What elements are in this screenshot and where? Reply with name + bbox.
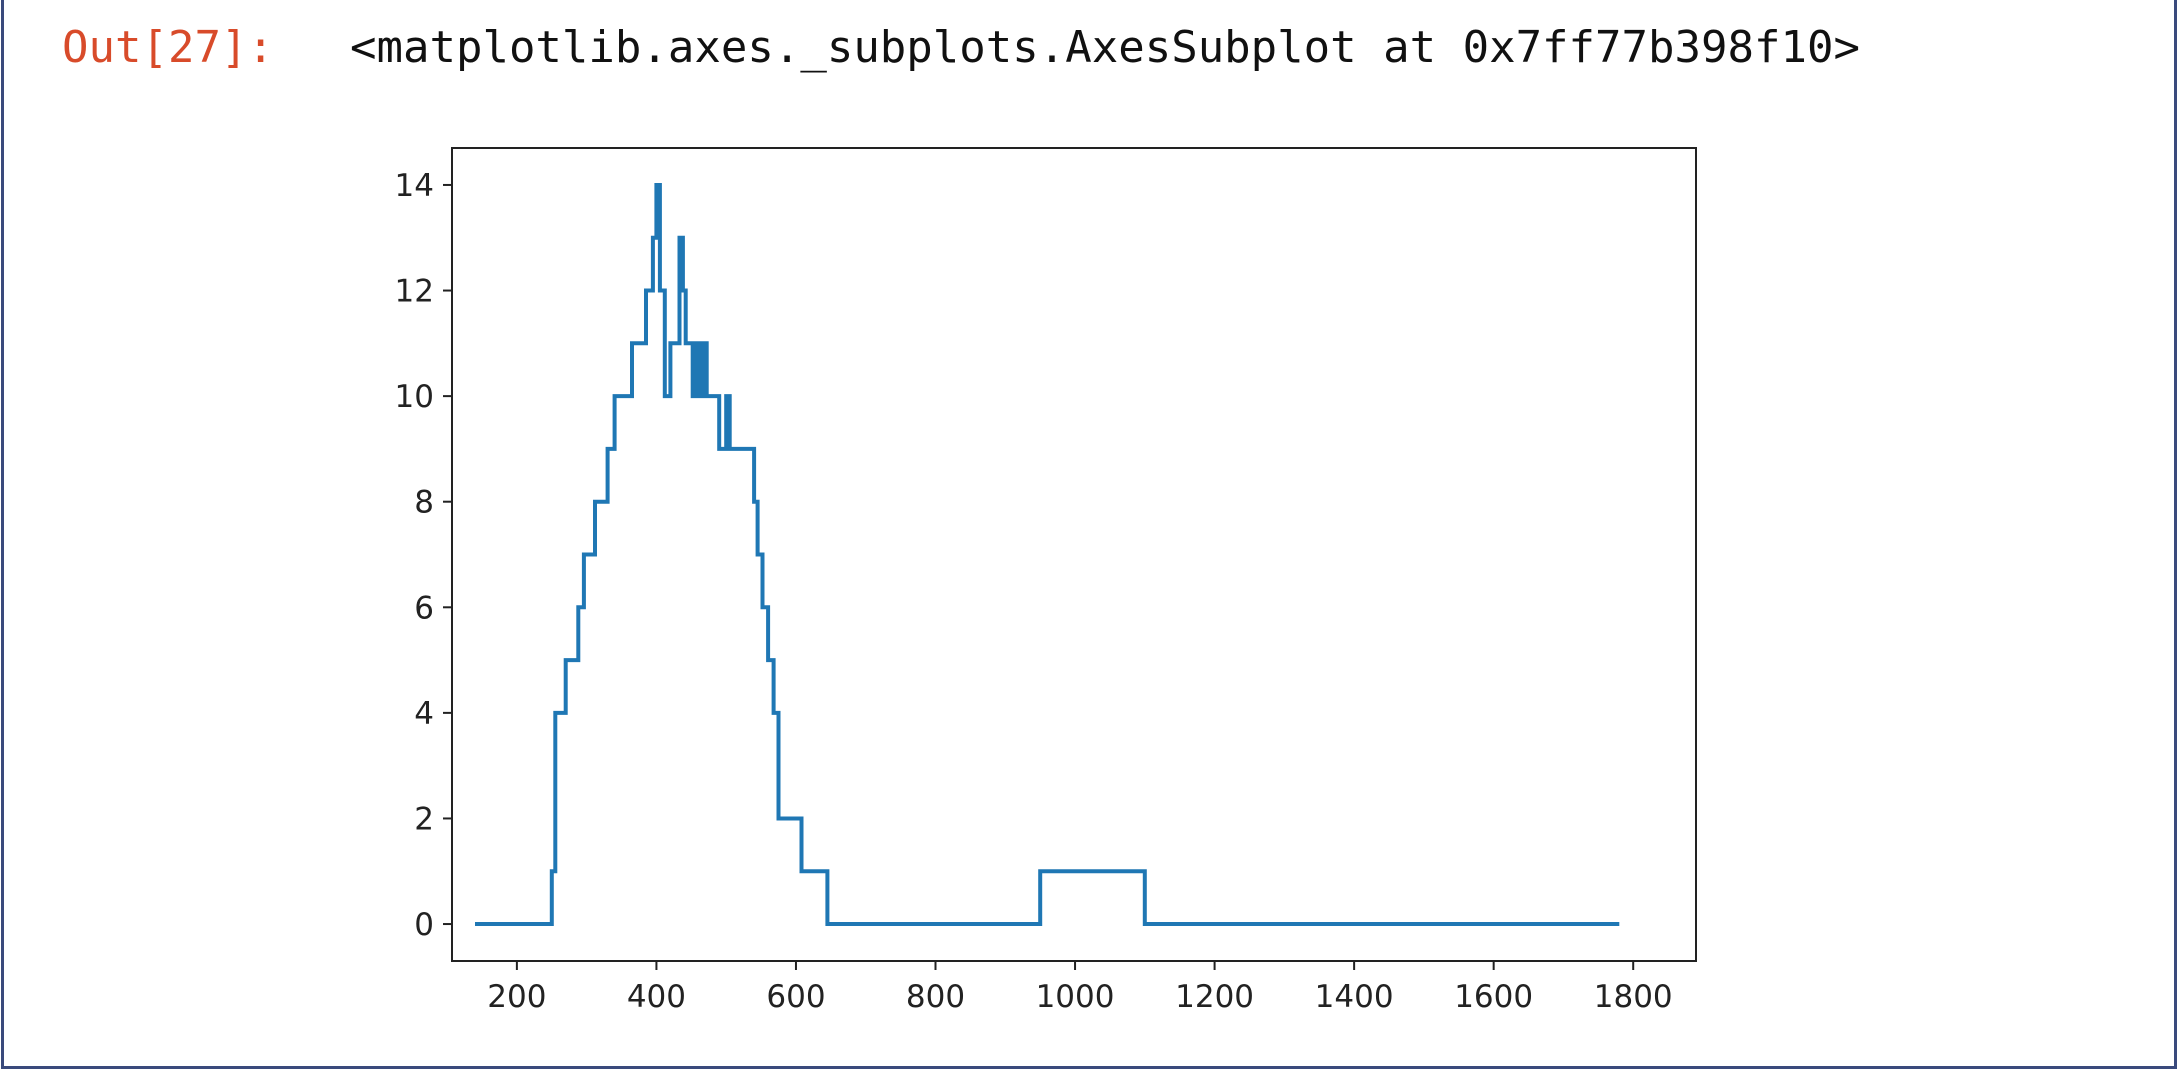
y-tick-label: 2 [414, 801, 434, 837]
y-tick-label: 6 [414, 590, 434, 626]
x-tick-label: 1600 [1454, 979, 1533, 1015]
x-tick-label: 400 [627, 979, 686, 1015]
x-tick-label: 800 [906, 979, 965, 1015]
x-tick-label: 1000 [1036, 979, 1115, 1015]
axes-frame [451, 147, 1697, 962]
x-tick-label: 200 [487, 979, 546, 1015]
line-chart: 200 400 600 800 1000 1200 1400 1600 1800 0 2 4 6 8 10 1… [395, 147, 1697, 1015]
y-tick-label: 8 [414, 485, 434, 521]
x-tick-label: 600 [766, 979, 825, 1015]
x-tick-label: 1400 [1315, 979, 1394, 1015]
output-prompt: Out[27]: [62, 22, 274, 73]
y-tick-label: 0 [414, 907, 434, 943]
series-line-0 [475, 183, 1620, 926]
y-tick-label: 10 [395, 379, 434, 415]
y-tick-label: 4 [414, 696, 434, 732]
x-tick-label: 1800 [1594, 979, 1673, 1015]
y-tick-label: 12 [395, 274, 434, 310]
y-tick-label: 14 [395, 168, 434, 204]
output-repr-text: <matplotlib.axes._subplots.AxesSubplot a… [350, 22, 1860, 73]
x-tick-label: 1200 [1175, 979, 1254, 1015]
